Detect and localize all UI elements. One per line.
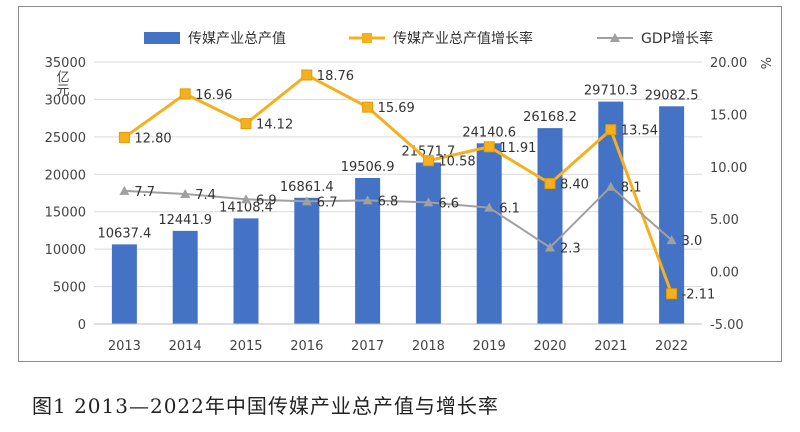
bar-value-label: 29710.3 [584, 84, 638, 99]
x-tick-label: 2017 [351, 339, 384, 354]
bar [172, 230, 198, 324]
x-tick-label: 2019 [473, 339, 506, 354]
right-tick-label: 10.00 [710, 161, 747, 176]
left-tick-label: 15000 [45, 206, 86, 221]
gdp-growth-value-label: 6.6 [438, 196, 459, 211]
left-axis-unit: 亿元 [54, 70, 70, 97]
growth-rate-value-label: 13.54 [621, 124, 658, 139]
gdp-growth-value-label: 7.4 [195, 188, 216, 203]
growth-rate-value-label: 14.12 [256, 118, 293, 133]
bar-value-label: 14108.4 [219, 200, 273, 215]
gdp-growth-value-label: 6.7 [317, 195, 338, 210]
x-tick-label: 2013 [108, 339, 141, 354]
gdp-growth-value-label: 6.8 [378, 194, 399, 209]
legend-triangle-marker [610, 33, 620, 42]
chart-frame: 10637.4 12441.9 14108.4 16861.4 19506.9 21571… [18, 6, 782, 362]
gdp-growth-value-label: 2.3 [560, 241, 581, 256]
bar [659, 106, 685, 324]
left-tick-label: 30000 [45, 93, 86, 108]
x-tick-label: 2015 [229, 339, 262, 354]
bar [415, 162, 441, 324]
left-tick-label: 10000 [45, 243, 86, 258]
x-tick-label: 2020 [533, 339, 566, 354]
right-tick-label: 5.00 [710, 213, 739, 228]
x-tick-label: 2014 [169, 339, 202, 354]
gdp-growth-marker [362, 195, 373, 205]
gdp-growth-marker [484, 202, 495, 212]
growth-rate-marker [544, 178, 556, 190]
bar [233, 218, 259, 324]
right-tick-label: 20.00 [710, 56, 747, 71]
growth-rate-value-label: -2.11 [682, 288, 716, 303]
chart-svg: 10637.412441.914108.416861.419506.921571… [45, 30, 772, 354]
bar [111, 244, 137, 324]
gdp-growth-marker [301, 196, 312, 206]
growth-rate-value-label: 12.80 [134, 131, 171, 146]
gdp-growth-marker [605, 181, 616, 191]
x-tick-label: 2016 [290, 339, 323, 354]
bar-value-label: 12441.9 [158, 213, 212, 228]
x-tick-label: 2021 [594, 339, 627, 354]
gdp-growth-value-label: 8.1 [621, 181, 642, 196]
right-tick-label: 0.00 [710, 266, 739, 281]
bar-value-label: 26168.2 [523, 110, 577, 125]
growth-rate-value-label: 8.40 [560, 178, 589, 193]
left-tick-label: 0 [78, 318, 86, 333]
growth-rate-value-label: 11.91 [499, 141, 536, 156]
gdp-growth-marker [180, 189, 191, 199]
bar [476, 143, 502, 324]
growth-rate-marker [301, 69, 313, 81]
growth-rate-marker [422, 155, 434, 167]
gdp-growth-value-label: 7.7 [134, 185, 155, 200]
right-tick-label: -5.00 [710, 318, 744, 333]
bar [294, 197, 320, 324]
right-axis-unit: % [757, 57, 772, 69]
bar-value-label: 24140.6 [462, 125, 516, 140]
left-tick-label: 35000 [45, 56, 86, 71]
figure-caption: 图1 2013—2022年中国传媒产业总产值与增长率 [32, 394, 499, 418]
growth-rate-value-label: 15.69 [378, 101, 415, 116]
growth-rate-marker [240, 118, 252, 130]
gdp-growth-marker [545, 242, 555, 252]
left-tick-label: 5000 [53, 281, 86, 296]
growth-rate-marker [605, 124, 617, 136]
growth-rate-value-label: 18.76 [317, 69, 354, 84]
bar-value-label: 16861.4 [280, 180, 334, 195]
bar-value-label: 10637.4 [98, 226, 152, 241]
growth-rate-marker [118, 131, 130, 143]
gdp-growth-value-label: 3.0 [682, 234, 703, 249]
growth-rate-marker [666, 288, 678, 300]
gdp-growth-marker [241, 194, 251, 204]
gdp-growth-marker [423, 197, 434, 207]
x-tick-label: 2018 [412, 339, 445, 354]
legend-square-marker [362, 33, 372, 43]
legend-line-label: GDP增长率 [641, 30, 713, 47]
growth-rate-marker [179, 88, 191, 100]
bar [537, 128, 563, 324]
growth-rate-marker [362, 101, 374, 113]
gdp-growth-marker [119, 185, 130, 195]
legend-bar-label: 传媒产业总产值 [188, 31, 286, 47]
bar-value-label: 29082.5 [645, 88, 699, 103]
left-tick-label: 20000 [45, 168, 86, 183]
gdp-growth-line [124, 185, 673, 249]
gdp-growth-value-label: 6.9 [256, 193, 277, 208]
legend-line-label: 传媒产业总产值增长率 [393, 30, 533, 47]
growth-rate-value-label: 16.96 [195, 88, 232, 103]
x-tick-label: 2022 [655, 339, 688, 354]
growth-rate-line [123, 73, 674, 295]
legend-bar-swatch [144, 32, 180, 44]
bar-value-label: 19506.9 [341, 160, 395, 175]
growth-rate-value-label: 10.58 [438, 155, 475, 170]
right-tick-label: 15.00 [710, 108, 747, 123]
left-tick-label: 25000 [45, 131, 86, 146]
gdp-growth-value-label: 6.1 [499, 202, 520, 217]
gdp-growth-marker [666, 235, 677, 245]
growth-rate-marker [483, 141, 495, 153]
